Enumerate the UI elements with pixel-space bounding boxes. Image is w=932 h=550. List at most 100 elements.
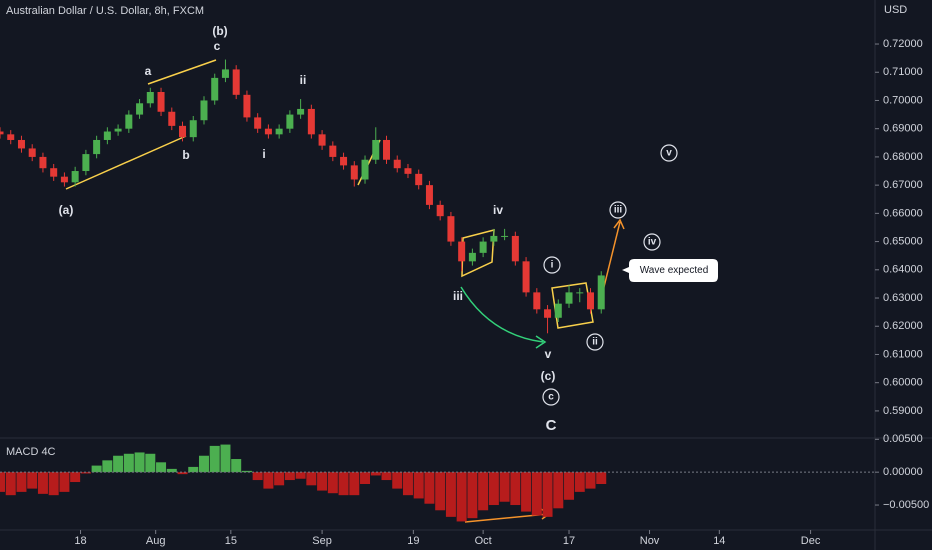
wave-circle xyxy=(609,201,627,219)
indicator-title: MACD 4C xyxy=(6,446,56,458)
arrow xyxy=(601,221,621,296)
histogram-bar xyxy=(102,460,113,473)
histogram-bar xyxy=(37,472,48,494)
candle-body xyxy=(136,103,144,115)
histogram-bar xyxy=(59,472,70,492)
histogram-bar xyxy=(381,472,392,481)
x-tick-label: Aug xyxy=(146,535,166,547)
histogram-bar xyxy=(445,472,456,517)
wave-label: (b) xyxy=(212,24,227,38)
channel xyxy=(461,229,495,278)
wave-circle xyxy=(543,256,561,274)
wave-label: (a) xyxy=(59,203,74,217)
candle-body xyxy=(211,77,219,101)
x-tick-label: Oct xyxy=(475,535,492,547)
wave-label: i xyxy=(551,260,554,271)
candle-body xyxy=(415,173,423,186)
histogram-bar xyxy=(27,472,38,489)
histogram-bar xyxy=(241,470,252,473)
candle-body xyxy=(393,159,401,169)
y-tick-label: 0.65000 xyxy=(883,235,923,247)
wave-label: iv xyxy=(648,237,657,248)
histogram-bar xyxy=(156,462,167,473)
candle-body xyxy=(425,185,433,205)
candle-body xyxy=(490,235,498,242)
candle-body xyxy=(544,309,552,318)
candle-body xyxy=(286,114,294,129)
histogram-bar xyxy=(134,452,145,473)
arrow-head xyxy=(613,218,625,230)
candle-body xyxy=(125,114,133,129)
candle-body xyxy=(243,94,251,118)
candle-body xyxy=(404,168,412,174)
candle-body xyxy=(7,134,15,140)
candle-body xyxy=(511,235,519,262)
histogram-bar xyxy=(467,472,478,519)
x-tick-label: 18 xyxy=(74,535,86,547)
candle-body xyxy=(17,139,25,149)
candle-body xyxy=(501,235,509,237)
histogram-bar xyxy=(198,455,209,473)
wave-circle xyxy=(542,388,560,406)
histogram-bar xyxy=(0,472,5,492)
wave-label: (c) xyxy=(541,369,556,383)
candle-body xyxy=(350,165,358,180)
histogram-bar xyxy=(284,472,295,481)
candle-body xyxy=(39,156,47,169)
candle-body xyxy=(200,100,208,121)
candle-body xyxy=(307,108,315,135)
candle-body xyxy=(468,252,476,262)
candle-body xyxy=(458,241,466,262)
histogram-bar xyxy=(413,472,424,499)
candle-body xyxy=(254,117,262,129)
x-tick-label: Dec xyxy=(801,535,821,547)
wave-label: iii xyxy=(614,205,623,216)
histogram-bar xyxy=(370,472,381,476)
histogram-bar xyxy=(177,472,188,475)
y-tick-label: 0.72000 xyxy=(883,38,923,50)
candle-body xyxy=(50,168,58,177)
histogram-bar xyxy=(91,465,102,473)
histogram-bar xyxy=(123,453,134,473)
wave-label: i xyxy=(262,147,265,161)
wave-label: c xyxy=(548,392,554,403)
histogram-bar xyxy=(327,472,338,494)
candle-body xyxy=(275,128,283,135)
histogram-bar xyxy=(392,472,403,489)
candle-body xyxy=(436,204,444,217)
candle-body xyxy=(168,111,176,126)
candle-body xyxy=(114,128,122,132)
candle-body xyxy=(533,292,541,310)
histogram-bar xyxy=(435,472,446,511)
chart-title: Australian Dollar / U.S. Dollar, 8h, FXC… xyxy=(6,5,204,17)
histogram-bar xyxy=(456,472,467,522)
candle-body xyxy=(361,159,369,180)
y-unit: USD xyxy=(884,4,907,16)
candle-body xyxy=(189,120,197,138)
trend-line xyxy=(147,59,217,85)
wave-circle xyxy=(643,233,661,251)
x-tick-label: 19 xyxy=(407,535,419,547)
y-tick-label: 0.70000 xyxy=(883,94,923,106)
histogram-bar xyxy=(16,472,27,492)
wave-circle xyxy=(660,144,678,162)
histogram-bar xyxy=(531,472,542,516)
y-tick-label: 0.71000 xyxy=(883,66,923,78)
candle-body xyxy=(232,69,240,95)
x-tick-label: 15 xyxy=(225,535,237,547)
x-tick-label: Sep xyxy=(312,535,332,547)
candle-body xyxy=(318,134,326,146)
histogram-bar xyxy=(48,472,59,496)
histogram-bar xyxy=(488,472,499,506)
histogram-bar xyxy=(349,472,360,496)
candle-body xyxy=(383,139,391,160)
histogram-bar xyxy=(499,472,510,502)
y-tick-label: 0.00000 xyxy=(883,466,923,478)
histogram-bar xyxy=(424,472,435,504)
candle-body xyxy=(522,261,530,293)
y-tick-label: 0.64000 xyxy=(883,264,923,276)
candle-body xyxy=(157,92,165,112)
candle-body xyxy=(586,292,594,310)
